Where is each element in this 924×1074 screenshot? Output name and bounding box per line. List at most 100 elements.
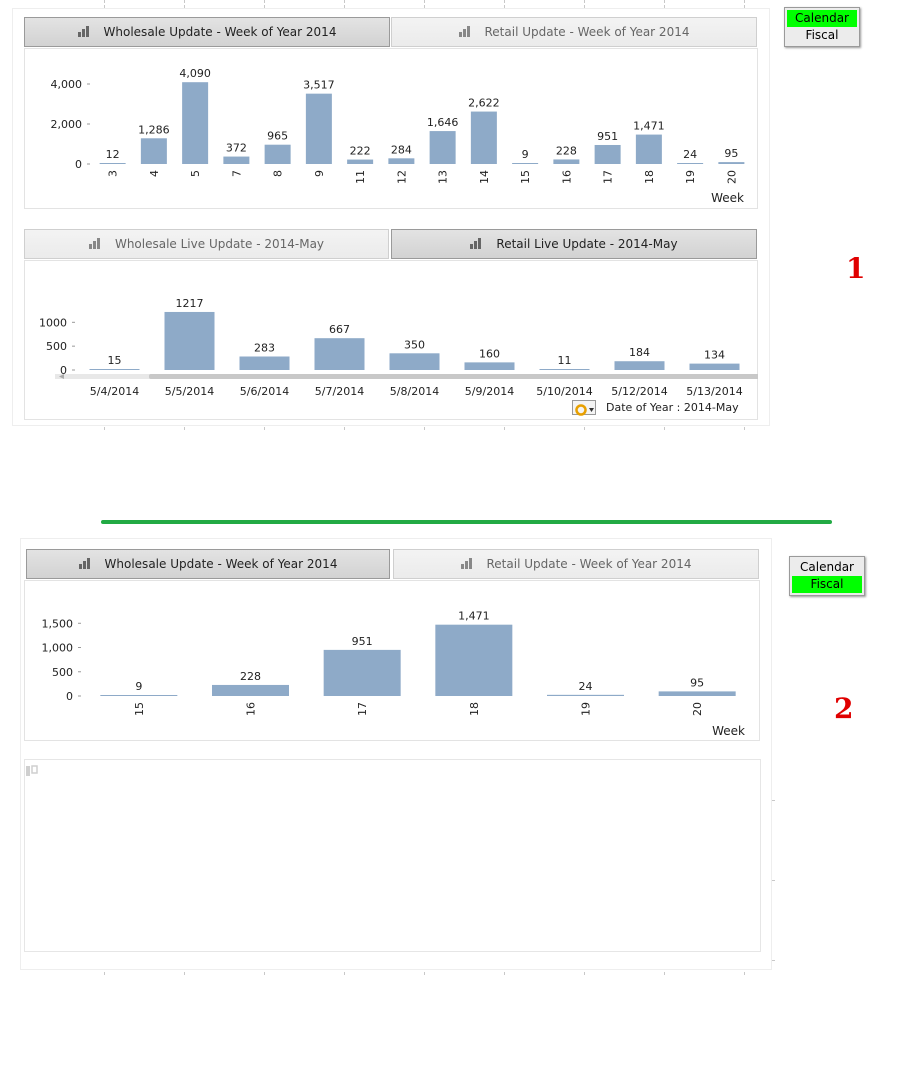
daily-bar-chart: 1000 500 0 15 5/4/2014 1217 5/5/2014 283 5/6/201… (39, 297, 758, 398)
data-label: 12 (106, 148, 120, 161)
scrollbar-thumb (149, 374, 758, 379)
data-label: 95 (690, 676, 704, 689)
bar (553, 159, 580, 164)
tab-label: Wholesale Update - Week of Year 2014 (104, 557, 338, 571)
x-tick-label: 5/5/2014 (165, 385, 214, 398)
x-tick-label: 11 (354, 170, 367, 184)
y-tick-label: 2,000 (51, 118, 83, 131)
bar (100, 695, 178, 696)
bar (314, 338, 365, 370)
y-tick-label: 1,000 (42, 642, 74, 655)
calendar-option[interactable]: Calendar (787, 10, 857, 27)
x-tick-label: 12 (395, 170, 408, 184)
y-tick-label: 500 (52, 666, 73, 679)
tab-label: Wholesale Update - Week of Year 2014 (103, 25, 337, 39)
bar (164, 311, 215, 370)
x-tick-label: 19 (684, 170, 697, 184)
bar (435, 624, 513, 696)
calendar-fiscal-toggle-1: Calendar Fiscal (784, 7, 860, 47)
daily-chart-panel (24, 260, 758, 420)
data-label: 372 (226, 142, 247, 155)
cycle-group-button[interactable] (572, 400, 596, 416)
bar (89, 369, 140, 370)
bar (305, 93, 332, 164)
data-label: 284 (391, 143, 412, 156)
chart-icon (88, 237, 101, 252)
bar (689, 363, 740, 370)
tab-wholesale-weekly[interactable]: Wholesale Update - Week of Year 2014 (24, 17, 390, 47)
tab-label: Retail Update - Week of Year 2014 (486, 557, 692, 571)
bar (347, 159, 374, 164)
section-marker-1: 1 (846, 252, 866, 285)
fiscal-option[interactable]: Fiscal (787, 27, 857, 44)
section-divider (101, 520, 832, 524)
tab-wholesale-live[interactable]: Wholesale Live Update - 2014-May (24, 229, 389, 259)
bar (212, 684, 289, 696)
cycle-icon (575, 404, 594, 416)
x-tick-label: 5/9/2014 (465, 385, 514, 398)
x-tick-label: 4 (148, 170, 161, 177)
bar (614, 361, 665, 370)
chart-icon (77, 25, 90, 40)
data-label: 24 (683, 148, 697, 161)
bar (547, 694, 624, 696)
x-tick-label: 18 (468, 702, 481, 716)
tab-retail-weekly[interactable]: Retail Update - Week of Year 2014 (391, 17, 757, 47)
bar (512, 163, 539, 164)
y-tick-label: 1,500 (42, 617, 74, 630)
bar (388, 158, 415, 164)
data-label: 222 (350, 145, 371, 158)
x-tick-label: 5/4/2014 (90, 385, 139, 398)
y-tick-label: 1000 (39, 316, 67, 329)
bar (99, 163, 126, 164)
x-tick-label: 3 (107, 170, 120, 177)
x-tick-label: 5 (189, 170, 202, 177)
tab-label: Wholesale Live Update - 2014-May (114, 237, 325, 251)
weekly-bar-chart-2: 1,500 1,000 500 0 9 15 228 16 951 17 1,471 18 24 19 95… (42, 610, 746, 738)
data-label: 283 (254, 342, 275, 355)
section-marker-2: 2 (834, 692, 854, 725)
data-label: 228 (556, 144, 577, 157)
x-tick-label: 16 (245, 702, 258, 716)
chart-icon (458, 25, 471, 40)
tab-wholesale-weekly-2[interactable]: Wholesale Update - Week of Year 2014 (26, 549, 390, 579)
bar (323, 649, 401, 696)
x-tick-label: 18 (643, 170, 656, 184)
chart-icon (470, 237, 482, 252)
x-tick-label: 9 (313, 170, 326, 177)
tab-retail-weekly-2[interactable]: Retail Update - Week of Year 2014 (393, 549, 759, 579)
x-tick-label: 5/12/2014 (611, 385, 667, 398)
data-label: 2,622 (468, 97, 500, 110)
y-tick-label: 500 (46, 340, 67, 353)
data-label: 11 (558, 354, 572, 367)
y-tick-label: 0 (60, 364, 67, 377)
x-tick-label: 20 (725, 170, 738, 184)
x-tick-label: 19 (580, 702, 593, 716)
x-tick-label: 7 (230, 170, 243, 177)
x-tick-label: 13 (437, 170, 450, 184)
data-label: 667 (329, 323, 350, 336)
x-tick-label: 5/6/2014 (240, 385, 289, 398)
bar (470, 111, 497, 164)
data-label: 160 (479, 347, 500, 360)
fiscal-option[interactable]: Fiscal (792, 576, 862, 593)
bar (594, 144, 621, 164)
weekly-bar-chart-1: 4,000 2,000 0 12 3 1,286 4 4,090 5 372 7 965 8 3,517 9… (51, 67, 745, 205)
data-label: 134 (704, 349, 725, 362)
scroll-left-arrow (59, 374, 64, 379)
data-label: 4,090 (179, 67, 211, 80)
x-tick-label: 5/13/2014 (686, 385, 742, 398)
bar (658, 691, 736, 696)
x-tick-label: 14 (478, 170, 491, 184)
tab-retail-live[interactable]: Retail Live Update - 2014-May (391, 229, 757, 259)
y-tick-label: 4,000 (51, 78, 83, 91)
weekly-chart-panel-1 (24, 48, 758, 209)
bar (264, 144, 291, 164)
bar (464, 362, 515, 370)
data-label: 3,517 (303, 79, 335, 92)
bar (718, 162, 745, 164)
bar (239, 356, 290, 370)
data-label: 1,471 (633, 120, 665, 133)
calendar-option[interactable]: Calendar (792, 559, 862, 576)
x-tick-label: 15 (133, 702, 146, 716)
